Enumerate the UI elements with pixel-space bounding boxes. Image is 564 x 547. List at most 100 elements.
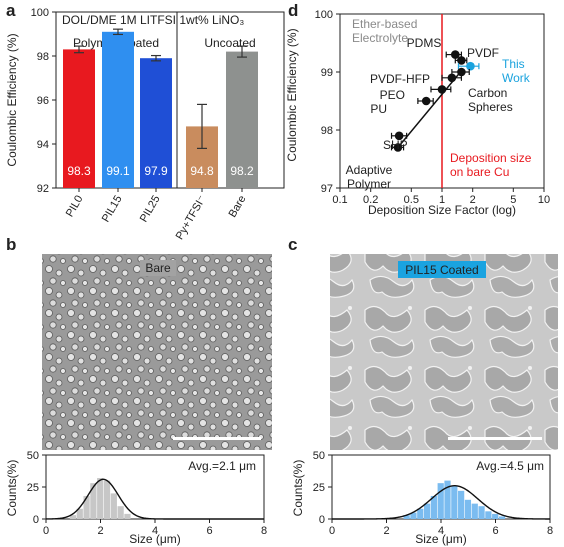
d-xtick-label: 5 [510, 194, 516, 206]
c-ytick-label: 50 [313, 450, 325, 462]
panel-d: Coulombic Efficiency (%) Deposition Size… [285, 9, 550, 217]
c-hist-bar [444, 480, 451, 519]
a-bar-value-label: 99.1 [106, 164, 130, 178]
c-annotation: Avg.=4.5 μm [476, 459, 544, 473]
a-group-right: Uncoated [204, 36, 255, 50]
bare-sem-image [42, 254, 272, 450]
c-hist-bar [458, 490, 465, 519]
d-point [394, 131, 404, 141]
pil15-sem-image [330, 254, 558, 450]
pil15-scale-bar [448, 437, 542, 440]
d-point-label: PDMS [407, 36, 442, 50]
b-hist-bar [83, 495, 90, 519]
d-point-label: PVDF-HFP [370, 72, 430, 86]
c-hist-bar [464, 499, 472, 519]
a-category-label: PIL25 [138, 194, 163, 225]
a-header: DOL/DME 1M LITFSI 1wt% LiNO₃ [62, 13, 244, 27]
a-category-label: PIL0 [64, 194, 86, 220]
a-category-label: Bare [227, 194, 249, 220]
c-fit-curve [332, 485, 550, 520]
a-bar-value-label: 98.3 [67, 164, 91, 178]
bare-label: Bare [145, 261, 171, 275]
panel-label-c: c [288, 235, 297, 254]
a-bar [102, 31, 134, 188]
b-hist-bar [110, 493, 117, 519]
d-trend-line [397, 68, 464, 148]
c-xtick-label: 8 [547, 525, 553, 537]
pil15-label: PIL15 Coated [405, 263, 478, 277]
panel-a: Coulombic Efficiency (%) DOL/DME 1M LITF… [5, 7, 285, 242]
histogram-c: Size (μm) Counts(%) Avg.=4.5 μm 0 25 50 0 2 4… [291, 450, 553, 546]
d-xtick-label: 1 [439, 194, 445, 206]
d-point-label: SHP [383, 138, 408, 152]
d-xtick-label: 0.5 [404, 194, 419, 206]
a-bar-value-label: 94.8 [190, 164, 214, 178]
c-hist-bar [403, 515, 410, 519]
d-reference-note-line1: Deposition size [450, 151, 532, 165]
c-xlabel: Size (μm) [415, 532, 467, 546]
c-hist-bar [423, 503, 431, 519]
b-ylabel: Counts(%) [5, 460, 19, 517]
a-ytick-label: 94 [37, 139, 49, 151]
d-point-label: Work [502, 71, 531, 85]
b-hist-bar [90, 483, 97, 519]
panel-c-micrograph: PIL15 Coated [330, 254, 558, 450]
d-point [450, 50, 460, 59]
a-bar-value-label: 97.9 [144, 164, 168, 178]
d-point-label: Adaptive [346, 163, 393, 177]
panel-b-micrograph: Bare [42, 254, 272, 450]
c-xtick-label: 0 [329, 525, 335, 537]
d-note-line1: Ether-based [352, 17, 417, 31]
c-hist-bar [485, 511, 492, 519]
b-xtick-label: 4 [152, 525, 158, 537]
c-ytick-label: 25 [313, 482, 325, 494]
b-hist-bar [97, 478, 104, 519]
d-xtick-label: 0.1 [332, 194, 347, 206]
b-ytick-label: 0 [33, 514, 39, 526]
d-ytick-label: 97 [321, 183, 333, 195]
d-point [466, 61, 475, 71]
a-ylabel: Coulombic Efficiency (%) [5, 33, 19, 166]
a-bar [140, 58, 172, 189]
d-point [447, 73, 457, 83]
c-hist-bar [417, 508, 424, 519]
a-category-label: Py+TFSI⁻ [174, 193, 209, 242]
d-point [457, 67, 466, 77]
b-hist-bar [117, 506, 124, 519]
d-point-label: This [502, 57, 525, 71]
a-bar [63, 49, 95, 189]
b-hist-bar [76, 508, 83, 519]
d-point-label: PEO [380, 88, 405, 102]
pil15-label-bg [398, 261, 486, 278]
d-xlabel: Deposition Size Factor (log) [368, 203, 516, 217]
b-ytick-label: 25 [27, 482, 39, 494]
c-xtick-label: 2 [383, 525, 389, 537]
b-xtick-label: 6 [206, 525, 212, 537]
d-xtick-label: 0.2 [363, 194, 378, 206]
panel-label-c-d: d [288, 1, 298, 20]
panel-label-a: a [6, 1, 16, 20]
d-note-line2: Electrolyte [352, 31, 408, 45]
d-point-label: PU [370, 102, 387, 116]
d-xtick-label: 2 [470, 194, 476, 206]
a-ytick-label: 92 [37, 183, 49, 195]
a-ytick-label: 98 [37, 51, 49, 63]
bare-label-bg [140, 260, 176, 276]
d-point [393, 143, 403, 152]
d-ytick-label: 98 [321, 125, 333, 137]
d-point-label: Carbon [468, 86, 507, 100]
d-point-label: Spheres [468, 100, 513, 114]
b-xtick-label: 2 [97, 525, 103, 537]
c-xtick-label: 6 [492, 525, 498, 537]
b-xtick-label: 8 [261, 525, 267, 537]
d-reference-note-line2: on bare Cu [450, 165, 509, 179]
b-hist-bar [124, 513, 131, 519]
c-ytick-label: 0 [319, 514, 325, 526]
c-hist-bar [430, 495, 437, 519]
d-point [437, 85, 447, 94]
d-xtick-label: 10 [538, 194, 550, 206]
bare-scale-bar [173, 437, 261, 440]
histogram-b: Size (μm) Counts(%) Avg.=2.1 μm 0 25 50 0 2 4… [5, 450, 267, 546]
c-hist-bar [451, 485, 458, 519]
